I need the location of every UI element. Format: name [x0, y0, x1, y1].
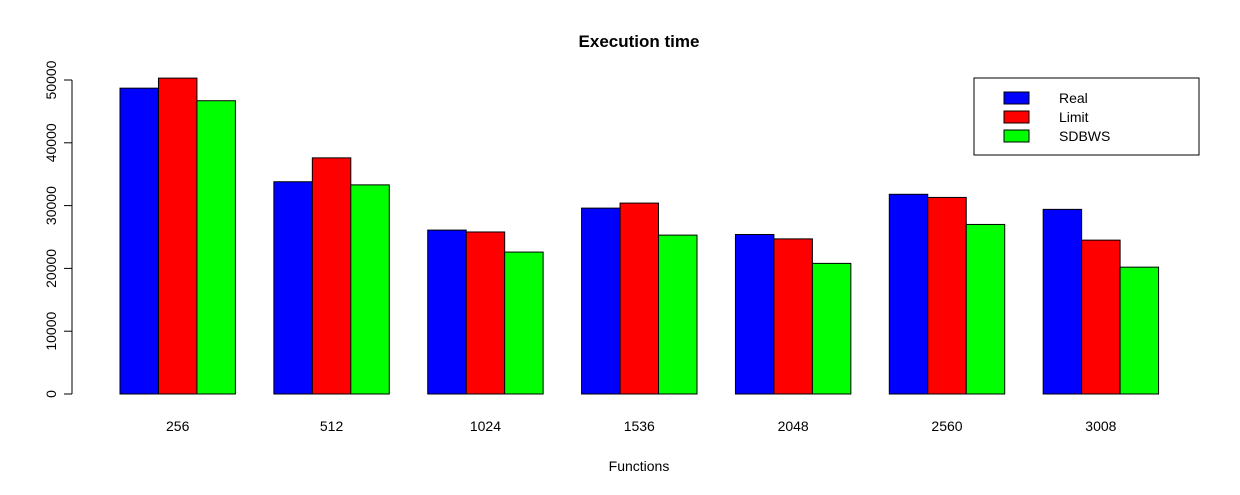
legend-swatch-sdbws — [1003, 129, 1030, 143]
bar-real-512 — [273, 181, 313, 395]
y-tick-label: 40000 — [43, 123, 59, 162]
bar-real-2560 — [888, 193, 929, 395]
bar-limit-256 — [157, 77, 198, 395]
bar-sdbws-1024 — [504, 251, 544, 395]
y-tick-label: 50000 — [43, 60, 59, 99]
bar-limit-3008 — [1081, 239, 1121, 395]
bar-real-3008 — [1042, 208, 1083, 395]
y-tick-label: 20000 — [43, 249, 59, 288]
legend: Real Limit SDBWS — [973, 77, 1200, 156]
x-tick-label: 2048 — [778, 418, 809, 434]
y-tick-label: 10000 — [43, 312, 59, 351]
x-tick-label: 1536 — [624, 418, 655, 434]
y-tick-label: 0 — [43, 390, 59, 398]
bar-limit-1536 — [619, 202, 660, 395]
x-tick-label: 512 — [320, 418, 344, 434]
bar-sdbws-256 — [196, 100, 236, 395]
legend-label-real: Real — [1059, 90, 1088, 106]
x-tick-label: 256 — [166, 418, 190, 434]
bar-real-1024 — [427, 229, 467, 395]
x-tick-label: 2560 — [931, 418, 962, 434]
bars-group — [119, 77, 1160, 395]
bar-limit-2048 — [773, 238, 813, 395]
chart-title: Execution time — [579, 32, 700, 51]
bar-sdbws-1536 — [658, 234, 698, 395]
legend-label-limit: Limit — [1059, 109, 1089, 125]
bar-limit-2560 — [927, 196, 967, 395]
bar-real-2048 — [734, 233, 775, 395]
x-axis-label: Functions — [609, 458, 670, 474]
bar-limit-1024 — [465, 231, 506, 395]
y-axis: 0 10000 20000 30000 40000 50000 — [43, 60, 73, 398]
legend-label-sdbws: SDBWS — [1059, 128, 1110, 144]
bar-sdbws-512 — [350, 184, 390, 395]
bar-sdbws-2560 — [965, 223, 1006, 395]
bar-limit-512 — [311, 157, 352, 395]
bar-sdbws-3008 — [1119, 266, 1160, 395]
bar-real-1536 — [581, 207, 621, 395]
bar-real-256 — [119, 87, 159, 395]
legend-swatch-limit — [1003, 110, 1030, 124]
y-tick-label: 30000 — [43, 186, 59, 225]
x-tick-label: 1024 — [470, 418, 501, 434]
x-tick-labels: 256 512 1024 1536 2048 2560 3008 — [166, 418, 1117, 434]
legend-swatch-real — [1003, 91, 1030, 105]
x-tick-label: 3008 — [1085, 418, 1116, 434]
bar-sdbws-2048 — [811, 262, 852, 395]
